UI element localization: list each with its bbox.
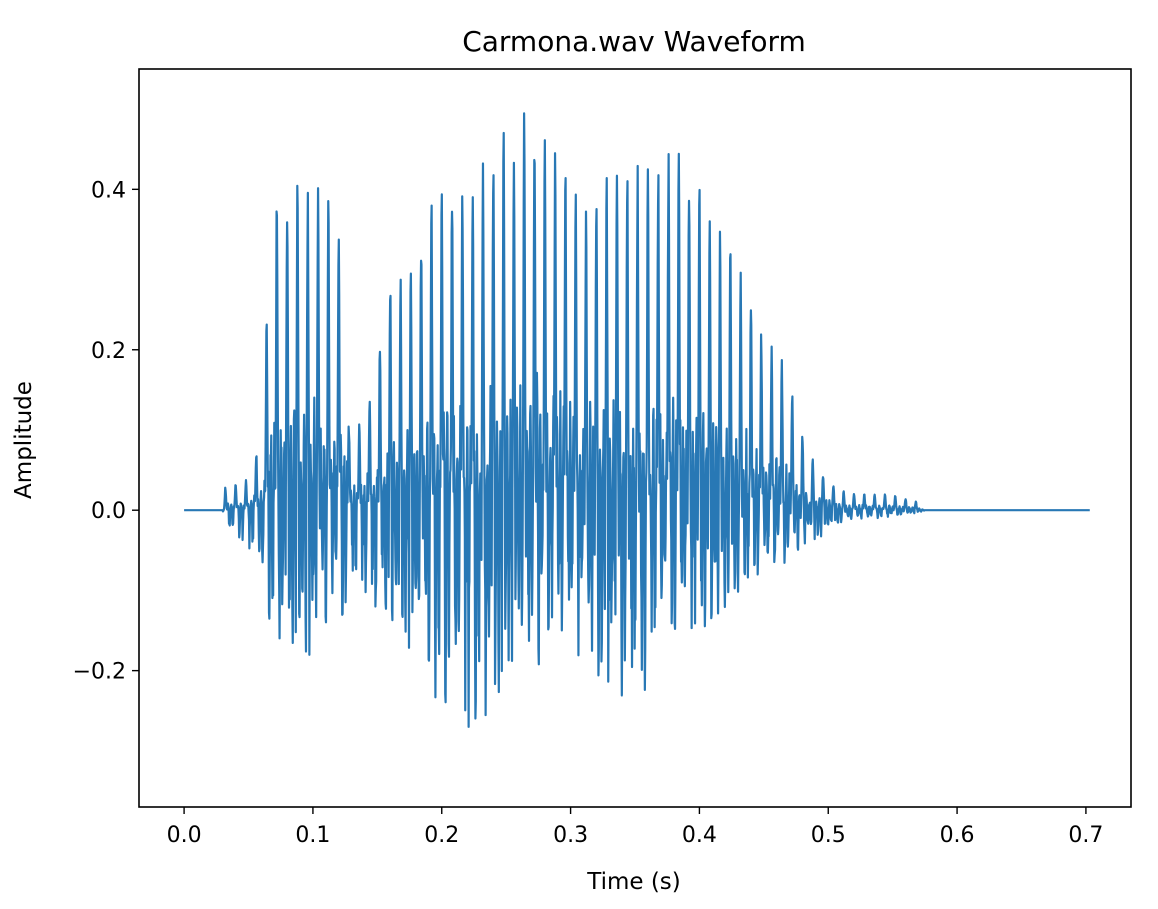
waveform-line	[183, 112, 1091, 728]
waveform-series	[183, 112, 1091, 728]
y-tick-label: 0.2	[91, 339, 126, 364]
y-tick-label: 0.0	[91, 499, 126, 524]
x-tick-label: 0.0	[167, 823, 202, 848]
y-tick-label: −0.2	[73, 660, 126, 685]
x-tick-label: 0.5	[811, 823, 846, 848]
chart-title: Carmona.wav Waveform	[462, 25, 806, 58]
x-tick-label: 0.6	[940, 823, 975, 848]
y-axis-label: Amplitude	[11, 381, 37, 499]
x-tick-label: 0.3	[553, 823, 588, 848]
y-axis-ticks: −0.2 0.0 0.2 0.4	[73, 178, 139, 685]
x-axis-label: Time (s)	[586, 869, 681, 895]
x-tick-label: 0.4	[682, 823, 717, 848]
x-tick-label: 0.1	[295, 823, 330, 848]
x-tick-label: 0.2	[424, 823, 459, 848]
x-tick-label: 0.7	[1068, 823, 1103, 848]
y-tick-label: 0.4	[91, 178, 126, 203]
plot-frame	[138, 68, 1132, 808]
x-axis-ticks: 0.0 0.1 0.2 0.3 0.4 0.5 0.6 0.7	[167, 807, 1103, 848]
